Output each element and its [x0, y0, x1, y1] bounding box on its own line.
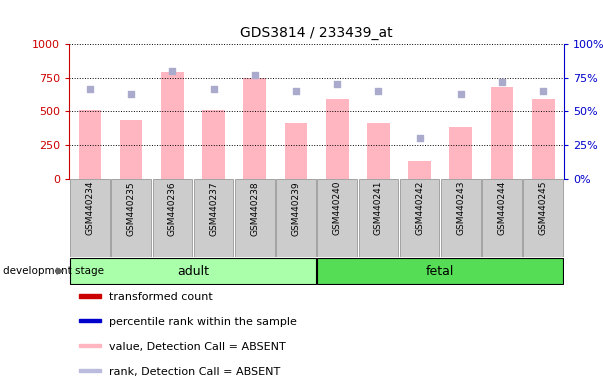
- FancyBboxPatch shape: [482, 179, 522, 257]
- Point: [415, 135, 425, 141]
- FancyBboxPatch shape: [194, 179, 233, 257]
- Text: GSM440239: GSM440239: [291, 181, 300, 235]
- Bar: [120, 120, 142, 179]
- Bar: [449, 127, 472, 179]
- Title: GDS3814 / 233439_at: GDS3814 / 233439_at: [240, 26, 393, 40]
- FancyBboxPatch shape: [317, 258, 563, 284]
- Bar: [285, 123, 308, 179]
- Text: GSM440245: GSM440245: [538, 181, 548, 235]
- FancyBboxPatch shape: [153, 179, 192, 257]
- FancyBboxPatch shape: [317, 179, 357, 257]
- Point: [456, 91, 466, 97]
- Text: fetal: fetal: [426, 265, 455, 278]
- Bar: [79, 369, 101, 372]
- Text: GSM440240: GSM440240: [333, 181, 342, 235]
- Bar: [202, 110, 225, 179]
- Bar: [367, 123, 390, 179]
- Text: GSM440243: GSM440243: [456, 181, 466, 235]
- Text: transformed count: transformed count: [109, 292, 213, 302]
- FancyBboxPatch shape: [112, 179, 151, 257]
- Bar: [532, 99, 555, 179]
- Text: GSM440235: GSM440235: [127, 181, 136, 235]
- Text: GSM440241: GSM440241: [374, 181, 383, 235]
- Point: [168, 68, 177, 74]
- FancyBboxPatch shape: [70, 258, 316, 284]
- Point: [85, 86, 95, 92]
- Text: GSM440238: GSM440238: [250, 181, 259, 235]
- FancyBboxPatch shape: [70, 179, 110, 257]
- Bar: [79, 344, 101, 347]
- Point: [332, 81, 342, 88]
- FancyBboxPatch shape: [276, 179, 316, 257]
- Bar: [79, 294, 101, 298]
- Bar: [491, 87, 513, 179]
- FancyBboxPatch shape: [523, 179, 563, 257]
- Point: [250, 72, 259, 78]
- Point: [209, 86, 218, 92]
- Text: GSM440244: GSM440244: [497, 181, 507, 235]
- Text: GSM440242: GSM440242: [415, 181, 424, 235]
- Text: GSM440236: GSM440236: [168, 181, 177, 235]
- Bar: [79, 319, 101, 323]
- Point: [538, 88, 548, 94]
- Bar: [244, 78, 266, 179]
- Text: rank, Detection Call = ABSENT: rank, Detection Call = ABSENT: [109, 367, 280, 377]
- Bar: [326, 99, 349, 179]
- Point: [497, 79, 507, 85]
- Point: [126, 91, 136, 97]
- Text: percentile rank within the sample: percentile rank within the sample: [109, 317, 297, 327]
- Bar: [408, 161, 431, 179]
- Text: adult: adult: [177, 265, 209, 278]
- FancyBboxPatch shape: [400, 179, 440, 257]
- Point: [291, 88, 301, 94]
- Text: development stage: development stage: [4, 266, 104, 276]
- Text: GSM440237: GSM440237: [209, 181, 218, 235]
- Bar: [161, 72, 184, 179]
- Text: value, Detection Call = ABSENT: value, Detection Call = ABSENT: [109, 342, 286, 352]
- FancyBboxPatch shape: [441, 179, 481, 257]
- Point: [374, 88, 384, 94]
- FancyBboxPatch shape: [235, 179, 274, 257]
- Text: GSM440234: GSM440234: [86, 181, 95, 235]
- Bar: [78, 110, 101, 179]
- FancyBboxPatch shape: [359, 179, 398, 257]
